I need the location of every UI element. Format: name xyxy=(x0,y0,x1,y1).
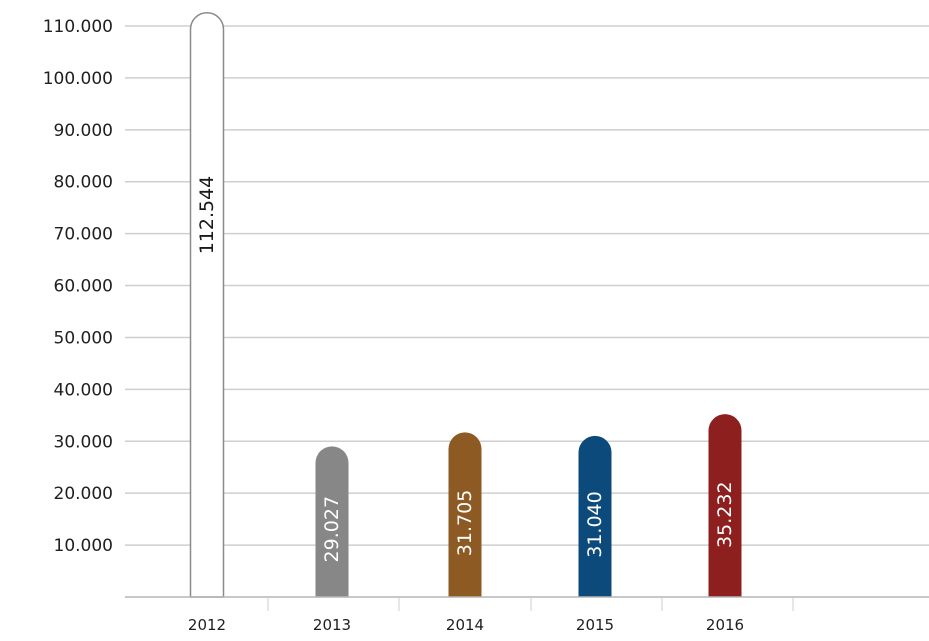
y-tick-label: 20.000 xyxy=(54,484,113,504)
y-tick-label: 90.000 xyxy=(54,121,113,141)
x-tick-label: 2015 xyxy=(576,616,614,634)
bar-value-label: 29.027 xyxy=(321,496,343,562)
y-tick-label: 100.000 xyxy=(43,69,113,89)
bar-value-label: 112.544 xyxy=(196,176,218,255)
x-tick-label: 2014 xyxy=(446,616,484,634)
y-tick-label: 40.000 xyxy=(54,380,113,400)
bar-2012 xyxy=(189,12,225,598)
y-tick-label: 110.000 xyxy=(43,17,113,37)
bar-2015 xyxy=(578,435,612,597)
y-axis-labels: 10.000 20.000 30.000 40.000 50.000 60.000 70.0… xyxy=(43,17,113,556)
y-tick-label: 50.000 xyxy=(54,328,113,348)
bar-value-labels: 112.544 29.027 31.705 31.040 35.232 xyxy=(196,176,736,563)
bar-value-label: 31.040 xyxy=(584,491,606,557)
x-tick-label: 2012 xyxy=(188,616,226,634)
bars xyxy=(189,12,742,598)
grid-lines xyxy=(125,25,929,546)
x-tick-label: 2013 xyxy=(313,616,351,634)
bar-value-label: 35.232 xyxy=(714,481,736,547)
x-tick-label: 2016 xyxy=(706,616,744,634)
y-tick-label: 60.000 xyxy=(54,277,113,297)
bar-value-label: 31.705 xyxy=(454,490,476,556)
bar-2016 xyxy=(708,414,742,597)
bar-2014 xyxy=(448,432,482,597)
bar-2013 xyxy=(315,446,349,597)
y-tick-label: 70.000 xyxy=(54,225,113,245)
y-tick-label: 30.000 xyxy=(54,432,113,452)
y-tick-label: 80.000 xyxy=(54,173,113,193)
x-axis: 2012 2013 2014 2015 2016 xyxy=(125,596,929,634)
y-tick-label: 10.000 xyxy=(54,536,113,556)
